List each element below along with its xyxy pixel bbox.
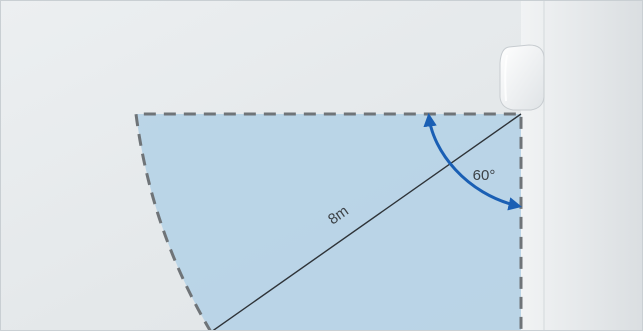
sweep-angle-arrow xyxy=(423,112,522,211)
angle-label: 60° xyxy=(473,167,496,184)
motion-sensor-icon xyxy=(499,44,545,111)
detection-zone xyxy=(136,114,521,330)
detection-zone-border xyxy=(134,112,523,330)
